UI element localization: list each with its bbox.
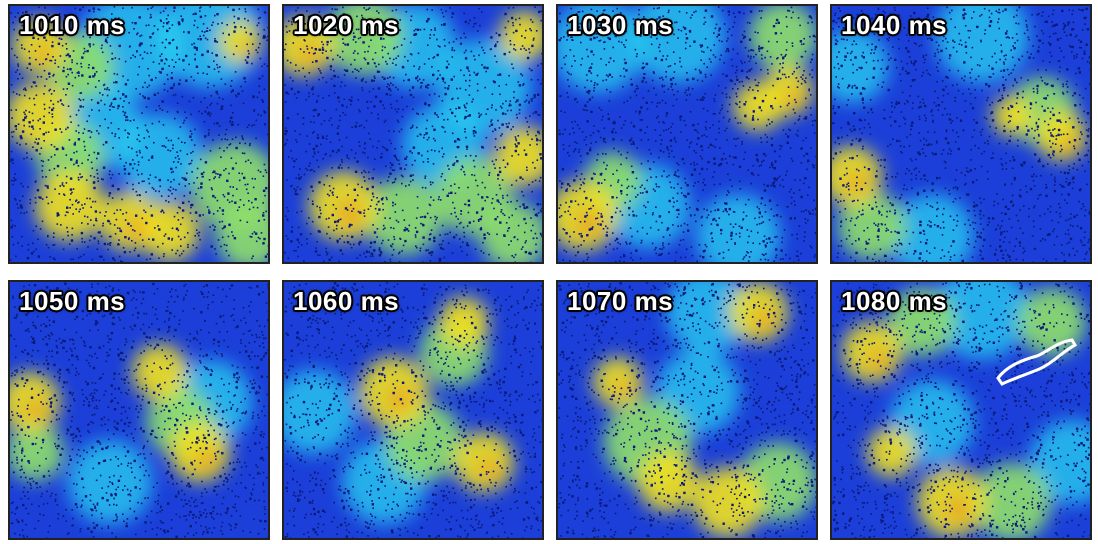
time-label: 1080 ms	[841, 286, 948, 316]
activation-map	[10, 282, 268, 538]
map-panel-1010ms: 1010 ms	[8, 4, 270, 264]
time-label: 1020 ms	[293, 10, 400, 40]
map-panel-1060ms: 1060 ms	[282, 280, 544, 540]
activation-map	[832, 6, 1090, 262]
time-label: 1050 ms	[19, 286, 126, 316]
map-panel-1030ms: 1030 ms	[556, 4, 818, 264]
map-panel-1020ms: 1020 ms	[282, 4, 544, 264]
map-panel-1050ms: 1050 ms	[8, 280, 270, 540]
activation-map	[558, 6, 816, 262]
activation-map	[284, 6, 542, 262]
activation-map	[284, 282, 542, 538]
time-label: 1060 ms	[293, 286, 400, 316]
activation-map	[558, 282, 816, 538]
region-outline	[996, 338, 1078, 386]
map-panel-1040ms: 1040 ms	[830, 4, 1092, 264]
time-label: 1030 ms	[567, 10, 674, 40]
activation-map	[832, 282, 1090, 538]
time-label: 1040 ms	[841, 10, 948, 40]
map-panel-1070ms: 1070 ms	[556, 280, 818, 540]
activation-map	[10, 6, 268, 262]
time-label: 1010 ms	[19, 10, 126, 40]
map-panel-1080ms: 1080 ms	[830, 280, 1092, 540]
time-label: 1070 ms	[567, 286, 674, 316]
